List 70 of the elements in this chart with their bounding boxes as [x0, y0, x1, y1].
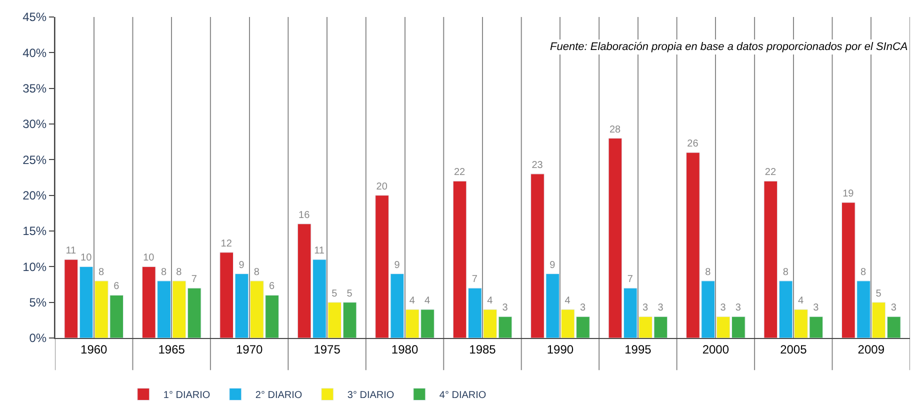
y-tick-label: 5%	[29, 296, 47, 310]
x-tick-label: 1970	[236, 342, 263, 356]
data-label: 3	[813, 302, 820, 314]
data-label: 23	[532, 160, 544, 171]
data-label: 3	[502, 302, 508, 314]
x-tick-label: 2009	[858, 342, 885, 356]
data-label: 5	[346, 288, 353, 300]
data-label: 20	[376, 181, 388, 192]
x-tick-label: 1980	[391, 342, 418, 356]
data-label: 5	[876, 288, 882, 300]
data-label: 7	[472, 274, 478, 286]
data-label: 9	[238, 260, 245, 271]
legend-label: 2° DIARIO	[255, 390, 302, 402]
data-label: 7	[191, 274, 198, 286]
y-tick-label: 25%	[22, 152, 47, 167]
y-tick-label: 0%	[29, 331, 47, 346]
y-tick-label: 10%	[22, 260, 47, 274]
data-label: 9	[550, 260, 556, 271]
data-label: 10	[80, 252, 92, 264]
data-label: 22	[764, 167, 776, 178]
data-label: 8	[98, 266, 104, 278]
data-label: 3	[720, 302, 726, 314]
data-label: 28	[609, 124, 621, 136]
x-tick-label: 1960	[80, 342, 108, 356]
data-label: 8	[705, 266, 712, 278]
data-label: 4	[424, 295, 431, 306]
y-tick-label: 45%	[22, 10, 47, 24]
y-tick-label: 35%	[22, 82, 47, 96]
data-label: 3	[658, 302, 664, 314]
x-tick-label: 1975	[314, 342, 341, 356]
y-tick-label: 15%	[22, 224, 47, 238]
data-label: 6	[269, 281, 276, 292]
x-tick-label: 1985	[469, 342, 496, 356]
data-label: 10	[143, 252, 155, 264]
data-label: 22	[454, 167, 466, 178]
y-tick-label: 40%	[22, 46, 47, 60]
data-label: 4	[487, 295, 494, 306]
data-label: 3	[642, 302, 649, 314]
data-label: 8	[176, 266, 182, 278]
x-tick-label: 1995	[624, 342, 652, 356]
x-tick-label: 1990	[546, 342, 574, 356]
data-label: 3	[735, 302, 742, 314]
data-label: 7	[627, 274, 634, 286]
data-label: 11	[314, 246, 325, 257]
x-tick-label: 2005	[780, 342, 808, 356]
data-label: 8	[782, 266, 789, 278]
data-label: 4	[798, 295, 804, 306]
data-label: 4	[409, 295, 416, 306]
data-label: 12	[220, 238, 232, 250]
data-label: 3	[890, 302, 897, 314]
data-label: 26	[687, 138, 699, 150]
y-tick-label: 30%	[22, 117, 47, 132]
data-label: 8	[161, 266, 168, 278]
data-label: 16	[298, 210, 310, 221]
data-label: 19	[842, 188, 854, 200]
y-tick-label: 20%	[22, 188, 47, 203]
data-label: 9	[394, 260, 400, 271]
legend-label: 3° DIARIO	[347, 390, 394, 402]
data-label: 5	[332, 288, 338, 300]
x-tick-label: 2000	[702, 342, 730, 356]
data-label: 11	[66, 246, 77, 257]
data-label: 3	[580, 302, 586, 314]
annotation: Fuente: Elaboración propia en base a datos proporcionados por el SInCA	[550, 41, 908, 53]
x-tick-label: 1965	[158, 342, 186, 356]
data-label: 8	[860, 266, 867, 278]
data-label: 8	[254, 266, 260, 278]
legend-label: 4° DIARIO	[439, 390, 486, 402]
data-label: 6	[114, 281, 120, 292]
legend-label: 1° DIARIO	[163, 390, 210, 402]
data-label: 4	[564, 295, 571, 306]
